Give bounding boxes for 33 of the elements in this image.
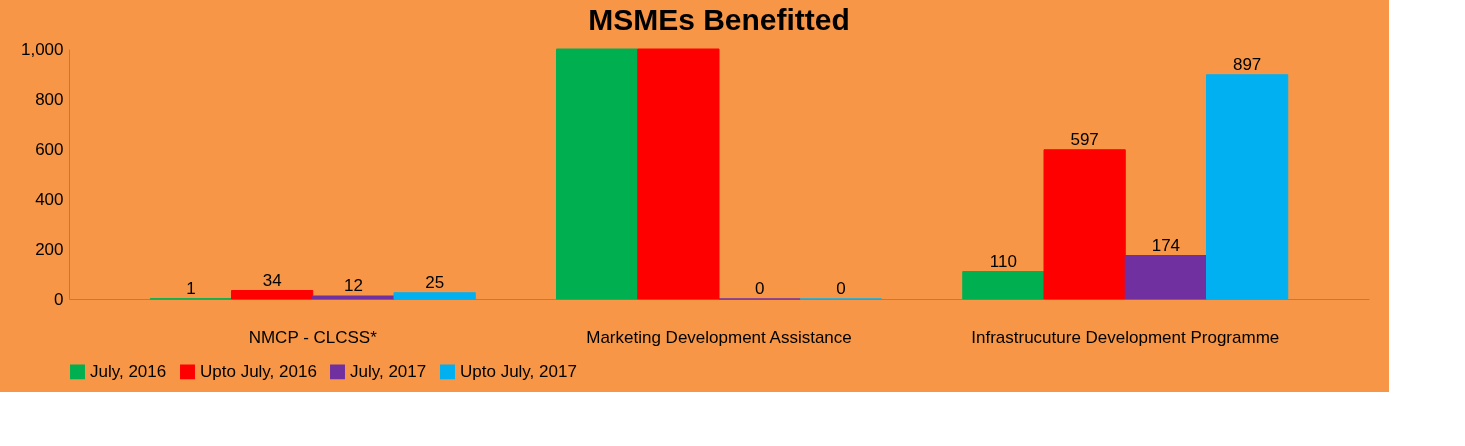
x-tick-label: NMCP - CLCSS* xyxy=(248,327,378,347)
chart-title: MSMEs Benefitted xyxy=(588,3,850,36)
data-label: 34 xyxy=(262,270,282,290)
legend-label: July, 2017 xyxy=(350,361,427,381)
y-tick-label: 200 xyxy=(35,239,64,259)
data-label: 174 xyxy=(1151,235,1181,255)
bar xyxy=(393,292,476,300)
legend-label: July, 2016 xyxy=(90,361,167,381)
data-label: 0 xyxy=(754,279,765,298)
x-tick-label: Infrastrucuture Development Programme xyxy=(971,327,1280,347)
legend-label: Upto July, 2017 xyxy=(460,361,577,381)
bar xyxy=(556,48,639,300)
y-tick-label: 1,000 xyxy=(20,39,64,59)
bar xyxy=(1206,74,1289,300)
x-tick-label: Marketing Development Assistance xyxy=(586,327,852,347)
y-tick-label: 600 xyxy=(35,139,64,159)
data-label: 25 xyxy=(425,272,445,292)
legend-label: Upto July, 2016 xyxy=(200,361,317,381)
bar xyxy=(1043,149,1126,300)
data-label: 897 xyxy=(1232,54,1262,74)
data-label: 0 xyxy=(836,279,846,298)
bar xyxy=(1124,255,1207,300)
y-tick-label: 0 xyxy=(54,289,64,309)
bar xyxy=(312,295,395,300)
bar xyxy=(231,290,314,300)
data-label: 110 xyxy=(989,251,1017,271)
data-label: 1 xyxy=(186,278,196,298)
bar xyxy=(962,271,1045,300)
data-label: 12 xyxy=(343,276,363,295)
y-tick-label: 400 xyxy=(35,189,64,209)
bar xyxy=(637,48,720,300)
y-tick-label: 800 xyxy=(35,89,64,109)
data-label: 597 xyxy=(1070,129,1099,149)
